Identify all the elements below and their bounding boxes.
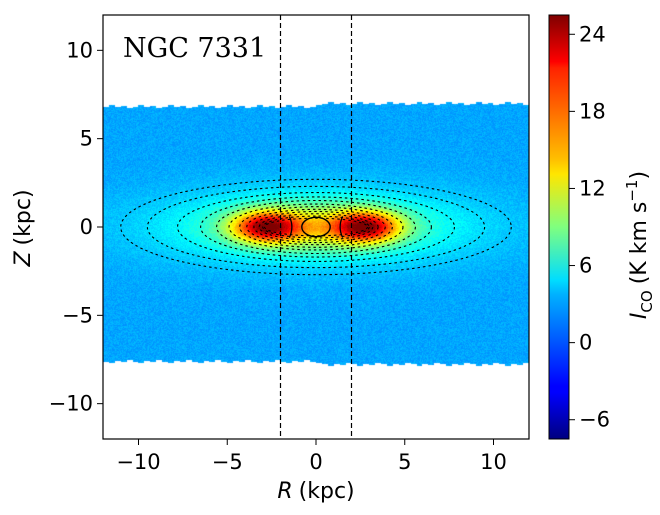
colorbar-label-var: I	[627, 313, 652, 320]
dotted-contour-2	[177, 192, 455, 263]
colorbar: −6 0 6 12 18 24 ICO (K km s−1)	[548, 14, 656, 440]
colorbar-tick-label: 12	[579, 176, 606, 200]
colorbar-tick-label: 6	[579, 254, 592, 278]
colorbar-ticks: −6 0 6 12 18 24	[569, 22, 610, 432]
x-tick-label: 5	[398, 450, 411, 474]
y-tick-label: 10	[66, 38, 93, 62]
x-axis-ticks: −10 −5 0 5 10	[116, 439, 507, 474]
dotted-contour-5	[228, 203, 404, 251]
model-contours	[120, 178, 512, 276]
y-tick-label: −10	[49, 392, 93, 416]
solid-center-contour	[301, 216, 331, 238]
x-tick-label: 0	[309, 450, 322, 474]
x-tick-label: 10	[480, 450, 507, 474]
dotted-contour-0	[120, 178, 512, 276]
co-intensity-map	[103, 15, 529, 439]
dotted-contour-7	[246, 208, 386, 246]
x-axis-label: R (kpc)	[277, 479, 354, 504]
colorbar-label-sub: CO	[638, 290, 656, 312]
dotted-contour-8	[253, 210, 379, 244]
dotted-contour-10	[262, 215, 370, 239]
x-axis-unit: (kpc)	[299, 479, 355, 504]
solid-side-arc-1	[339, 216, 344, 238]
colorbar-tick-label: 18	[579, 99, 606, 123]
dotted-contour-3	[200, 196, 432, 258]
y-axis-unit: (kpc)	[11, 189, 36, 245]
x-tick-label: −10	[116, 450, 160, 474]
dotted-contour-1	[146, 185, 486, 269]
colorbar-label-unit: (K km s	[627, 202, 652, 285]
y-axis-ticks: −10 −5 0 5 10	[49, 38, 103, 416]
dotted-contour-6	[239, 206, 393, 248]
y-tick-label: 5	[80, 127, 93, 151]
y-tick-label: 0	[80, 215, 93, 239]
solid-side-arc-0	[288, 216, 293, 238]
y-axis-var: Z	[11, 251, 36, 268]
plot-area: −10 −5 0 5 10 −10 −5 0 5 10 NGC 7331	[49, 14, 530, 474]
y-tick-label: −5	[62, 303, 93, 327]
colorbar-label-close: )	[627, 171, 652, 180]
x-axis-var: R	[277, 479, 292, 504]
x-tick-label: −5	[212, 450, 243, 474]
colorbar-label: ICO (K km s−1)	[623, 171, 656, 319]
colorbar-tick-label: −6	[579, 408, 610, 432]
dotted-contour-11	[263, 217, 369, 237]
colorbar-label-exp: −1	[623, 180, 641, 202]
chart-title: NGC 7331	[123, 33, 266, 64]
dotted-contour-4	[216, 199, 416, 255]
colorbar-tick-label: 24	[579, 22, 606, 46]
colorbar-tick-label: 0	[579, 331, 592, 355]
colorbar-bar	[548, 14, 570, 440]
vertical-reference-lines	[279, 15, 353, 439]
y-axis-label: Z (kpc)	[11, 189, 36, 267]
